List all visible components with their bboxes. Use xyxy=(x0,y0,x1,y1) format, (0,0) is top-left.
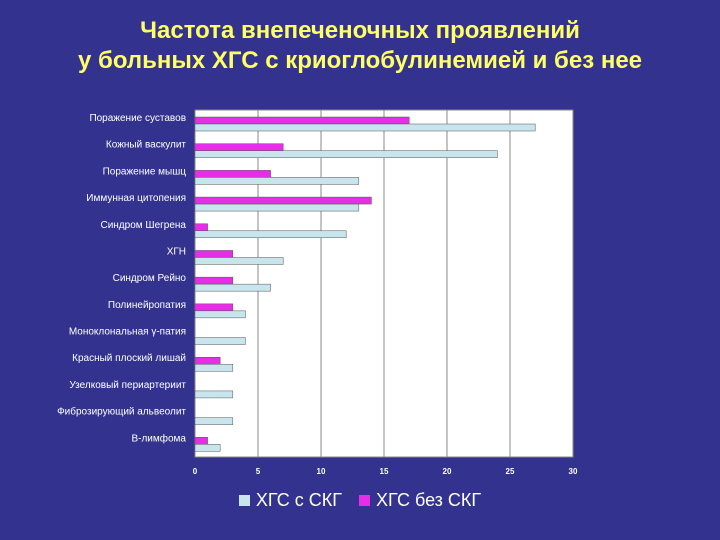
bar-with-skg xyxy=(194,257,284,265)
bar-with-skg xyxy=(194,230,347,239)
legend-swatch-without xyxy=(359,495,371,506)
legend-swatch-with xyxy=(238,495,250,506)
legend-item-without: ХГС без СКГ xyxy=(359,490,481,511)
bar-chart: Поражение суставов Кожный васкулит Поражен… xyxy=(57,109,578,476)
bar-with-skg xyxy=(194,123,536,132)
bar-without-skg xyxy=(194,116,410,125)
bar-with-skg xyxy=(194,337,246,345)
category-label: Моноклональная γ-патия xyxy=(69,327,186,338)
bar-with-skg xyxy=(194,150,498,158)
legend-item-with: ХГС с СКГ xyxy=(238,490,342,511)
category-label: Красный плоский лишай xyxy=(72,353,186,364)
slide-title: Частота внепеченочных проявлений у больн… xyxy=(0,16,720,76)
category-label: Полинейропатия xyxy=(108,300,186,311)
title-line-1: Частота внепеченочных проявлений xyxy=(140,17,580,44)
x-tick-labels: 0 5 10 15 20 25 30 xyxy=(193,467,578,476)
category-label: В-лимфома xyxy=(131,432,186,444)
title-line-2: у больных ХГС с криоглобулинемией и без … xyxy=(77,47,643,74)
x-tick-label: 25 xyxy=(506,467,515,476)
bar-without-skg xyxy=(194,143,284,151)
legend: ХГС с СКГ ХГС без СКГ xyxy=(0,490,720,511)
x-tick-label: 20 xyxy=(443,467,452,476)
category-label: Поражение мышц xyxy=(103,166,187,177)
category-label: Синдром Шегрена xyxy=(100,220,186,231)
grid-lines xyxy=(257,110,511,457)
bar-without-skg xyxy=(194,276,234,285)
x-tick-label: 5 xyxy=(256,467,261,476)
x-tick-label: 10 xyxy=(317,467,326,476)
bar-without-skg xyxy=(194,170,271,178)
bar-with-skg xyxy=(194,444,221,452)
bars xyxy=(194,116,536,452)
bar-with-skg xyxy=(194,363,234,372)
bar-with-skg xyxy=(194,283,271,292)
category-label: Синдром Рейно xyxy=(113,273,187,284)
bar-without-skg xyxy=(194,196,372,205)
category-label: Иммунная цитопения xyxy=(86,193,186,204)
category-label: ХГН xyxy=(167,246,186,257)
bar-with-skg xyxy=(194,417,234,425)
category-label: Кожный васкулит xyxy=(106,140,186,151)
bar-without-skg xyxy=(194,250,234,258)
bar-with-skg xyxy=(194,177,360,185)
x-tick-label: 0 xyxy=(193,467,198,476)
category-label: Узелковый периартериит xyxy=(69,380,186,391)
bar-with-skg xyxy=(194,203,360,212)
x-tick-label: 15 xyxy=(380,467,389,476)
legend-label-without: ХГС без СКГ xyxy=(376,490,482,510)
bar-without-skg xyxy=(194,223,208,232)
category-labels: Поражение суставов Кожный васкулит Поражен… xyxy=(57,113,186,444)
bar-without-skg xyxy=(194,356,221,365)
category-label: Фиброзирующий альвеолит xyxy=(57,406,186,418)
category-label: Поражение суставов xyxy=(89,113,186,124)
legend-label-with: ХГС с СКГ xyxy=(255,490,342,510)
bar-with-skg xyxy=(194,390,234,399)
x-tick-label: 30 xyxy=(569,467,578,476)
bar-with-skg xyxy=(194,310,246,319)
bar-without-skg xyxy=(194,303,234,312)
bar-without-skg xyxy=(194,437,208,445)
